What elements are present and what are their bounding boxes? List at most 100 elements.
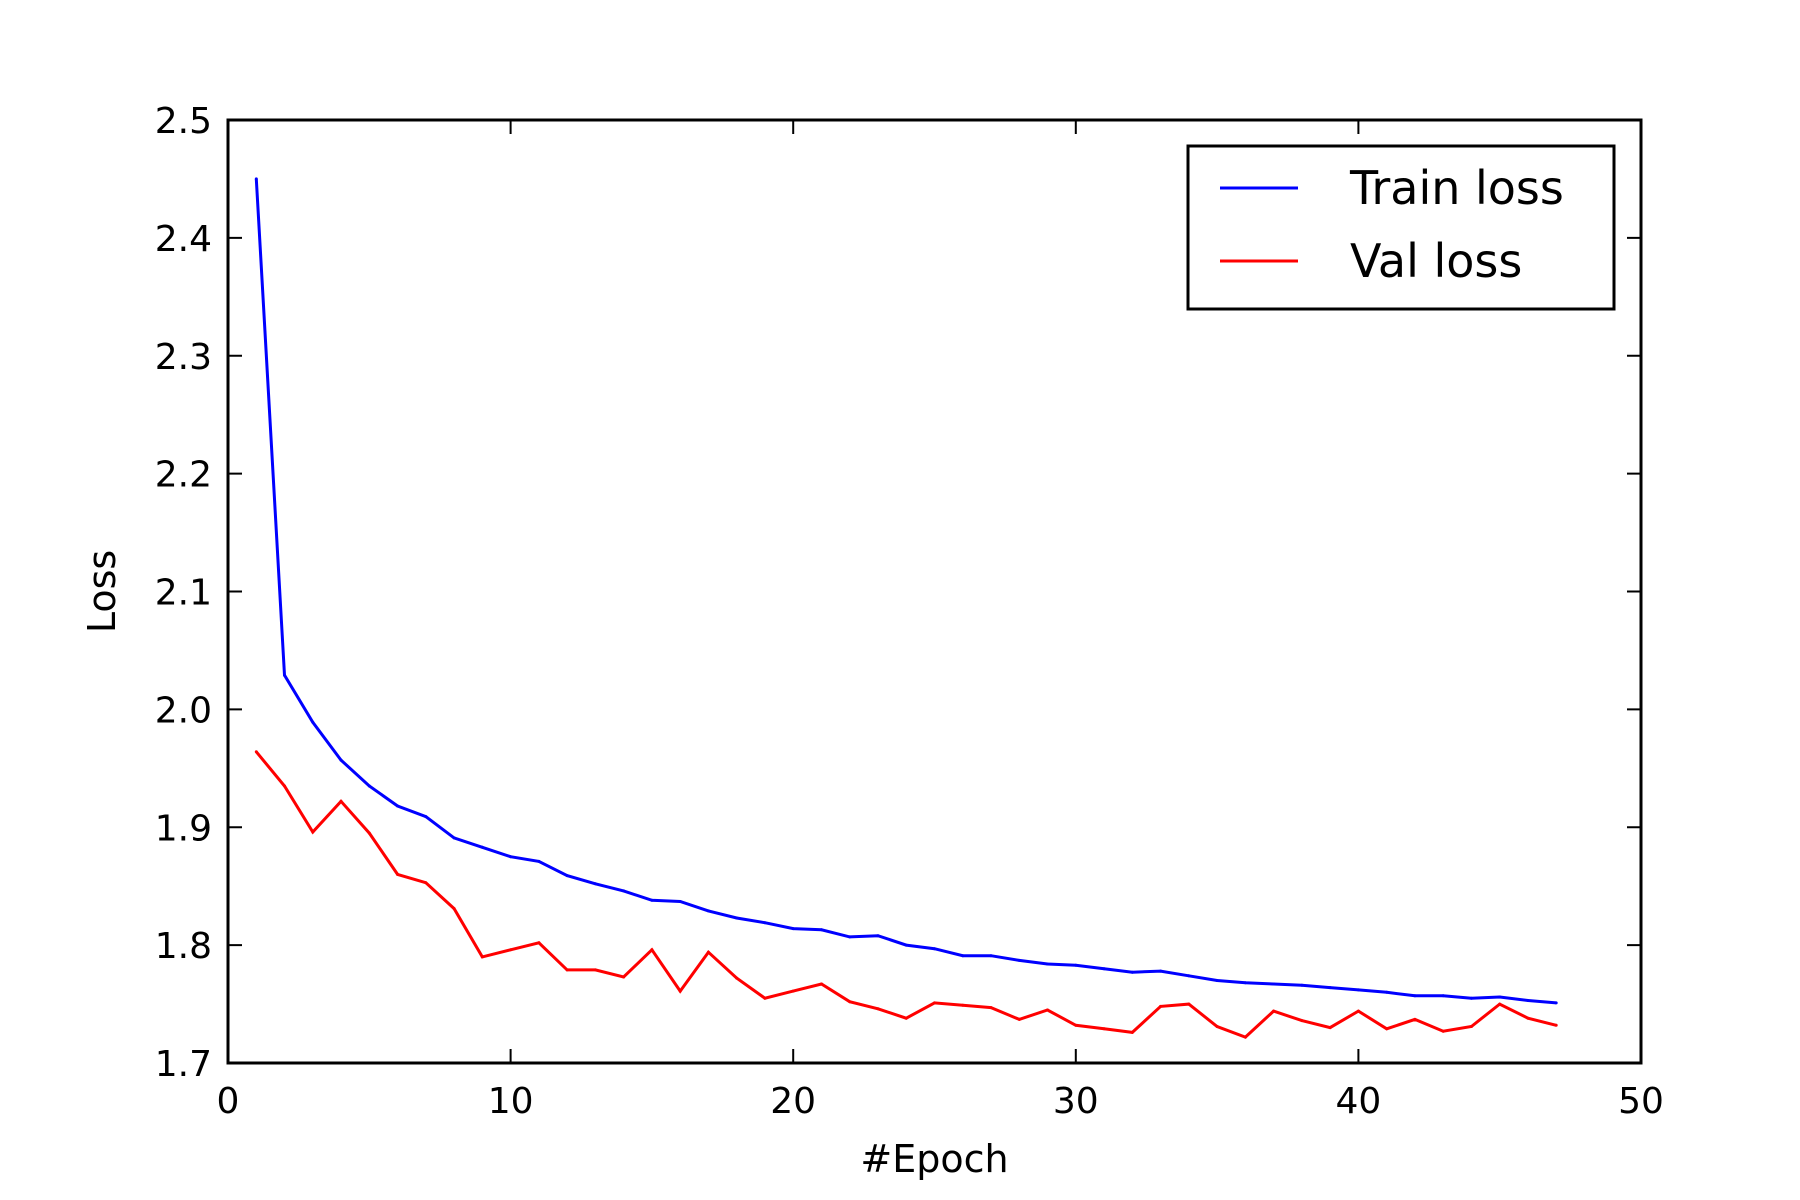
data-point-val-loss <box>763 996 767 1000</box>
data-point-train-loss <box>1526 999 1530 1002</box>
legend: Train loss Val loss <box>1186 144 1616 311</box>
data-point-val-loss <box>1498 1002 1502 1006</box>
y-tick-label: 2.2 <box>155 455 212 496</box>
y-axis-title: Loss <box>80 550 124 633</box>
y-tick-label: 1.9 <box>155 808 212 849</box>
data-point-train-loss <box>1215 979 1219 982</box>
data-point-train-loss <box>1272 982 1276 986</box>
data-point-val-loss <box>1272 1009 1276 1013</box>
plot-frame <box>226 118 1643 1065</box>
data-point-train-loss <box>593 882 597 886</box>
data-point-val-loss <box>933 1001 936 1005</box>
y-tick-label: 2.1 <box>155 573 212 614</box>
data-point-train-loss <box>706 909 710 913</box>
x-tick-label: 20 <box>770 1081 816 1122</box>
data-point-val-loss <box>904 1016 908 1020</box>
data-point-val-loss <box>706 950 710 954</box>
data-point-val-loss <box>283 784 286 788</box>
data-point-val-loss <box>339 799 343 803</box>
data-point-train-loss <box>820 928 823 932</box>
data-point-train-loss <box>650 898 654 902</box>
data-point-val-loss <box>1554 1023 1558 1027</box>
legend-label-train-loss: Train loss <box>1349 161 1564 215</box>
data-point-train-loss <box>396 804 400 808</box>
data-point-train-loss <box>1243 981 1247 985</box>
data-point-train-loss <box>339 758 343 762</box>
data-point-val-loss <box>1300 1019 1304 1023</box>
data-point-train-loss <box>678 900 682 903</box>
x-tick-label: 50 <box>1618 1081 1664 1122</box>
data-point-val-loss <box>1385 1027 1389 1031</box>
data-point-val-loss <box>791 989 795 993</box>
data-point-train-loss <box>424 815 428 819</box>
y-tick-label: 2.3 <box>155 337 212 378</box>
data-point-val-loss <box>452 907 456 911</box>
y-tick-label: 2.0 <box>155 690 212 731</box>
data-point-train-loss <box>848 935 852 939</box>
data-point-train-loss <box>1159 969 1163 973</box>
x-tick-label: 40 <box>1335 1081 1381 1122</box>
data-point-val-loss <box>622 975 626 979</box>
data-point-val-loss <box>480 955 484 959</box>
legend-label-val-loss: Val loss <box>1350 234 1522 288</box>
data-point-train-loss <box>961 954 965 958</box>
data-point-val-loss <box>820 982 823 986</box>
data-point-train-loss <box>1469 996 1473 1000</box>
data-point-train-loss <box>933 947 936 951</box>
data-point-val-loss <box>537 941 541 945</box>
data-point-train-loss <box>1498 995 1502 999</box>
data-point-val-loss <box>876 1007 880 1011</box>
data-point-train-loss <box>1046 962 1049 966</box>
data-point-val-loss <box>254 750 258 754</box>
data-point-train-loss <box>537 859 541 863</box>
data-point-train-loss <box>1554 1001 1558 1005</box>
data-point-train-loss <box>452 836 456 840</box>
data-point-val-loss <box>1413 1017 1417 1021</box>
data-point-train-loss <box>735 916 739 920</box>
legend-box <box>1186 144 1616 311</box>
data-point-val-loss <box>1441 1029 1445 1033</box>
data-point-val-loss <box>593 968 597 972</box>
data-point-val-loss <box>424 881 428 885</box>
data-point-train-loss <box>565 874 569 878</box>
data-point-train-loss <box>1187 974 1191 978</box>
data-point-train-loss <box>367 784 371 788</box>
data-point-train-loss <box>1356 988 1360 992</box>
data-point-val-loss <box>989 1006 993 1010</box>
ticks-layer: 0 10 20 30 40 50 1.7 1.8 1.9 2.0 2.1 2.2 2.3 2.4 2.5 <box>155 101 1664 1122</box>
data-point-val-loss <box>396 872 400 876</box>
data-point-train-loss <box>876 934 880 938</box>
data-point-train-loss <box>1385 990 1389 994</box>
data-point-train-loss <box>283 673 286 677</box>
data-point-train-loss <box>1102 967 1106 971</box>
data-point-val-loss <box>367 831 371 835</box>
data-point-val-loss <box>1328 1026 1332 1030</box>
data-point-val-loss <box>1074 1023 1078 1027</box>
data-point-train-loss <box>509 855 513 859</box>
data-point-val-loss <box>1130 1030 1134 1034</box>
data-point-val-loss <box>678 989 682 993</box>
data-point-val-loss <box>1526 1016 1530 1020</box>
data-point-train-loss <box>254 177 258 181</box>
data-point-train-loss <box>480 845 484 849</box>
x-axis-title: #Epoch <box>860 1137 1008 1181</box>
data-point-val-loss <box>735 976 739 980</box>
data-point-train-loss <box>1328 986 1332 990</box>
data-point-val-loss <box>1215 1025 1219 1028</box>
data-point-train-loss <box>311 720 315 724</box>
data-point-val-loss <box>311 830 315 834</box>
data-point-train-loss <box>622 889 626 893</box>
data-point-val-loss <box>1187 1002 1191 1006</box>
data-point-val-loss <box>961 1003 965 1007</box>
data-point-val-loss <box>1159 1004 1163 1008</box>
y-tick-label: 2.5 <box>155 101 212 142</box>
data-point-train-loss <box>791 927 795 931</box>
x-tick-label: 0 <box>217 1081 240 1122</box>
y-tick-label: 1.8 <box>155 926 212 967</box>
y-tick-label: 1.7 <box>155 1044 212 1085</box>
data-point-val-loss <box>1102 1027 1106 1031</box>
data-point-train-loss <box>1130 970 1134 974</box>
data-point-val-loss <box>1017 1017 1021 1021</box>
data-point-val-loss <box>1356 1009 1360 1013</box>
